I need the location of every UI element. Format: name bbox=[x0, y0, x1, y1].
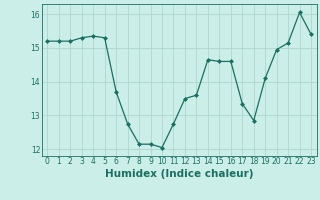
X-axis label: Humidex (Indice chaleur): Humidex (Indice chaleur) bbox=[105, 169, 253, 179]
